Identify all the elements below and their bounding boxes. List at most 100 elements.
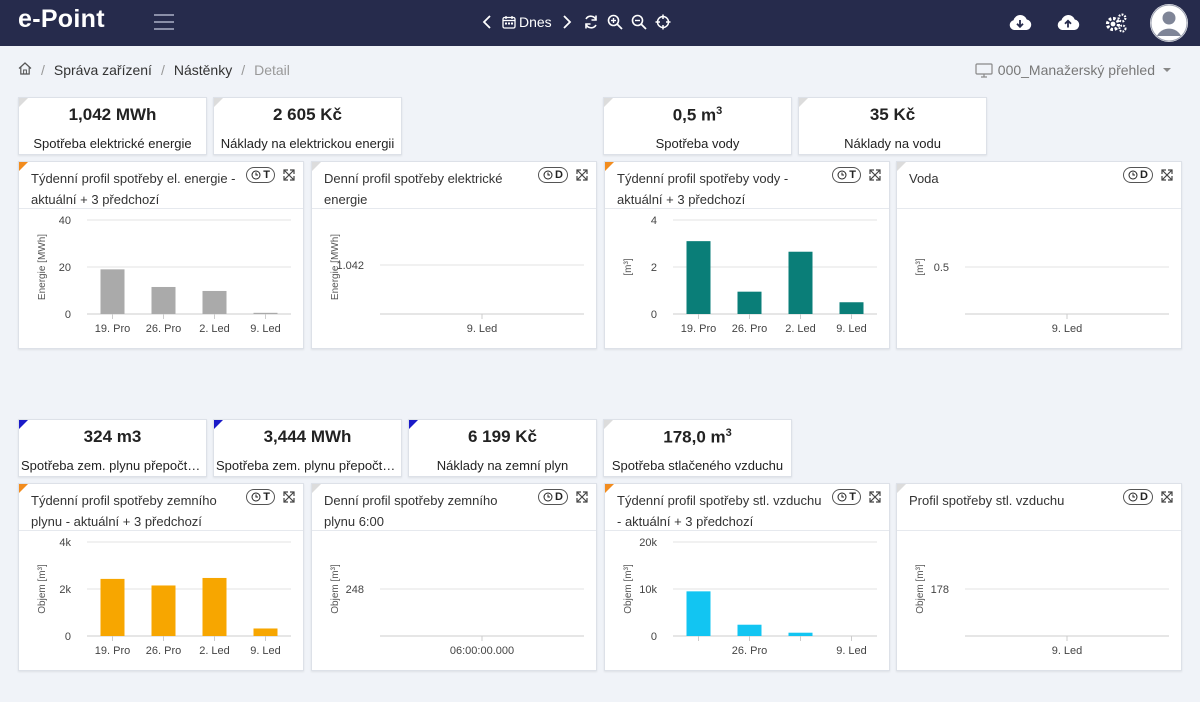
zoom-out-icon[interactable] bbox=[630, 11, 648, 33]
app-logo[interactable]: e-Point bbox=[18, 5, 105, 33]
kpi-label: Náklady na zemní plyn bbox=[436, 458, 569, 473]
breadcrumb-dashboards[interactable]: Nástěnky bbox=[173, 62, 233, 78]
period-badge-label: T bbox=[849, 169, 856, 181]
chevron-left-icon[interactable] bbox=[478, 11, 496, 33]
chart-card-header: Denní profil spotřeby zemního plynu 6:00… bbox=[312, 484, 596, 531]
period-badge[interactable]: T bbox=[832, 167, 861, 183]
y-tick-label: 20k bbox=[639, 537, 657, 549]
x-tick-label: 26. Pro bbox=[732, 323, 767, 335]
kpi-tile[interactable]: 1,042 MWh Spotřeba elektrické energie bbox=[18, 97, 207, 155]
kpi-value: 0,5 m3 bbox=[672, 105, 723, 125]
y-tick-label: 2k bbox=[59, 584, 71, 596]
kpi-corner bbox=[214, 420, 223, 429]
date-navigation: Dnes bbox=[478, 11, 672, 33]
period-badge-label: D bbox=[1140, 169, 1148, 181]
bar bbox=[151, 286, 176, 314]
kpi-tile[interactable]: 0,5 m3 Spotřeba vody bbox=[603, 97, 792, 155]
clock-icon bbox=[1128, 492, 1138, 502]
expand-icon[interactable] bbox=[867, 489, 883, 505]
y-axis-label: Objem [m³] bbox=[915, 564, 926, 614]
breadcrumb-device-management[interactable]: Správa zařízení bbox=[53, 62, 152, 78]
user-avatar[interactable] bbox=[1150, 4, 1188, 42]
x-tick-label: 9. Led bbox=[467, 323, 498, 335]
period-badge[interactable]: T bbox=[246, 167, 275, 183]
chart-title: Denní profil spotřeby zemního plynu 6:00 bbox=[324, 493, 498, 529]
settings-icon[interactable] bbox=[1102, 9, 1130, 37]
top-actions bbox=[1006, 4, 1188, 42]
y-tick-label: 0.5 bbox=[934, 262, 949, 274]
kpi-corner bbox=[604, 98, 613, 107]
bar bbox=[253, 312, 278, 314]
chart-plot: [m³] 0.5 9. Led bbox=[915, 258, 1169, 335]
expand-icon[interactable] bbox=[1159, 167, 1175, 183]
period-badge[interactable]: D bbox=[1123, 489, 1153, 505]
crosshair-icon[interactable] bbox=[654, 11, 672, 33]
bar bbox=[686, 241, 711, 314]
menu-icon[interactable] bbox=[154, 14, 174, 32]
chevron-right-icon[interactable] bbox=[558, 11, 576, 33]
cloud-upload-icon[interactable] bbox=[1054, 9, 1082, 37]
period-badge[interactable]: T bbox=[246, 489, 275, 505]
y-tick-label: 0 bbox=[65, 631, 71, 643]
kpi-tile[interactable]: 178,0 m3 Spotřeba stlačeného vzduchu bbox=[603, 419, 792, 477]
period-badge[interactable]: T bbox=[832, 489, 861, 505]
y-tick-label: 2 bbox=[651, 262, 657, 274]
x-tick-label: 26. Pro bbox=[732, 645, 767, 657]
kpi-value: 3,444 MWh bbox=[263, 427, 352, 446]
card-corner bbox=[19, 162, 28, 171]
clock-icon bbox=[543, 170, 553, 180]
y-axis-label: Objem [m³] bbox=[37, 564, 48, 614]
y-axis-label: Energie [MWh] bbox=[330, 234, 341, 300]
chart-title: Týdenní profil spotřeby vody - aktuální … bbox=[617, 171, 789, 207]
home-icon[interactable] bbox=[18, 62, 32, 78]
kpi-value: 324 m3 bbox=[83, 427, 142, 446]
y-tick-label: 0 bbox=[651, 309, 657, 321]
dashboard-selector[interactable]: 000_Manažerský přehled bbox=[975, 62, 1174, 78]
expand-icon[interactable] bbox=[281, 167, 297, 183]
card-corner bbox=[605, 162, 614, 171]
kpi-label: Spotřeba vody bbox=[655, 136, 740, 151]
period-badge-label: D bbox=[1140, 491, 1148, 503]
expand-icon[interactable] bbox=[867, 167, 883, 183]
cloud-download-icon[interactable] bbox=[1006, 9, 1034, 37]
kpi-value: 35 Kč bbox=[869, 105, 916, 124]
chart-card-header: Týdenní profil spotřeby zemního plynu - … bbox=[19, 484, 303, 531]
period-badge[interactable]: D bbox=[538, 167, 568, 183]
chart-card-header: Denní profil spotřeby elektrické energie… bbox=[312, 162, 596, 209]
x-tick-label: 06:00:00.000 bbox=[450, 645, 514, 657]
dashboard-selector-value: 000_Manažerský přehled bbox=[997, 62, 1155, 78]
kpi-label: Náklady na elektrickou energii bbox=[220, 136, 395, 151]
kpi-tile[interactable]: 6 199 Kč Náklady na zemní plyn bbox=[408, 419, 597, 477]
expand-icon[interactable] bbox=[574, 167, 590, 183]
card-corner bbox=[312, 162, 321, 171]
kpi-tile[interactable]: 3,444 MWh Spotřeba zem. plynu přepočtená bbox=[213, 419, 402, 477]
expand-icon[interactable] bbox=[574, 489, 590, 505]
chart-card: Profil spotřeby stl. vzduchu D Objem [m³… bbox=[896, 483, 1182, 671]
y-tick-label: 4k bbox=[59, 537, 71, 549]
chart-plot: Objem [m³] 0 10k 20k 26. Pro 9. Led bbox=[623, 537, 877, 657]
expand-icon[interactable] bbox=[1159, 489, 1175, 505]
kpi-tile[interactable]: 324 m3 Spotřeba zem. plynu přepočtená bbox=[18, 419, 207, 477]
kpi-tile[interactable]: 35 Kč Náklady na vodu bbox=[798, 97, 987, 155]
period-badge[interactable]: D bbox=[538, 489, 568, 505]
y-tick-label: 1.042 bbox=[336, 260, 364, 272]
x-tick-label: 2. Led bbox=[199, 645, 230, 657]
kpi-tile[interactable]: 2 605 Kč Náklady na elektrickou energii bbox=[213, 97, 402, 155]
today-button[interactable]: Dnes bbox=[502, 14, 552, 30]
zoom-in-icon[interactable] bbox=[606, 11, 624, 33]
chart-plot: [m³] 0 2 4 19. Pro 26. Pro 2. Led 9. Led bbox=[623, 215, 877, 335]
refresh-icon[interactable] bbox=[582, 11, 600, 33]
x-tick-label: 9. Led bbox=[250, 323, 281, 335]
chart-card: Denní profil spotřeby elektrické energie… bbox=[311, 161, 597, 349]
expand-icon[interactable] bbox=[281, 489, 297, 505]
chart-title: Voda bbox=[909, 171, 939, 186]
clock-icon bbox=[837, 492, 847, 502]
chart-plot: Energie [MWh]1.042 9. Led bbox=[330, 234, 584, 335]
period-badge-label: D bbox=[555, 491, 563, 503]
period-badge[interactable]: D bbox=[1123, 167, 1153, 183]
bar bbox=[100, 578, 125, 636]
chart-title: Týdenní profil spotřeby zemního plynu - … bbox=[31, 493, 217, 529]
chart-card: Voda D [m³] 0.5 9. Led bbox=[896, 161, 1182, 349]
kpi-label: Spotřeba elektrické energie bbox=[33, 136, 192, 151]
kpi-corner bbox=[409, 420, 418, 429]
